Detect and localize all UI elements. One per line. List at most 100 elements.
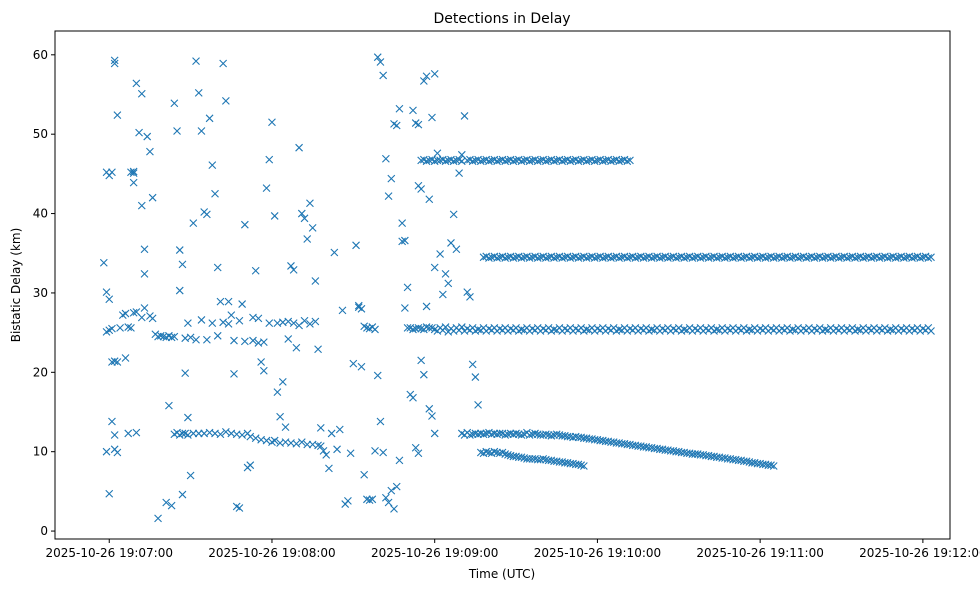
detection-point <box>230 336 238 345</box>
detection-point <box>327 429 336 438</box>
detection-point <box>121 354 130 362</box>
detection-point <box>417 356 426 365</box>
detection-point <box>891 254 900 262</box>
detection-point <box>639 254 648 262</box>
detection-point <box>116 323 124 332</box>
detection-point <box>745 325 754 334</box>
detection-point <box>213 331 222 340</box>
detection-point <box>110 56 119 65</box>
detection-point <box>249 313 257 322</box>
detection-point <box>672 254 680 262</box>
detection-point <box>590 157 599 166</box>
detection-point <box>582 254 591 262</box>
detection-point <box>262 184 271 193</box>
detection-point <box>558 254 567 262</box>
detection-point <box>927 327 935 335</box>
detection-point <box>306 199 314 208</box>
detection-point <box>821 325 830 334</box>
detection-point <box>221 96 230 105</box>
detection-point <box>509 157 518 166</box>
detection-point <box>221 427 230 436</box>
detection-point <box>156 331 165 340</box>
detection-point <box>428 113 436 122</box>
detection-point <box>254 339 263 347</box>
detection-point <box>810 254 819 262</box>
detection-point <box>110 357 119 366</box>
detection-point <box>102 447 111 456</box>
detection-point <box>316 442 325 451</box>
x-tick-label: 2025-10-26 19:11:00 <box>696 546 823 560</box>
detection-point <box>319 447 328 455</box>
detection-point <box>753 254 762 262</box>
detection-point <box>455 169 463 177</box>
detection-point <box>129 167 138 176</box>
x-axis: 2025-10-26 19:07:00 2025-10-26 19:08:00 20… <box>46 539 980 560</box>
y-tick-label: 60 <box>33 48 48 62</box>
detection-point <box>558 157 567 166</box>
y-tick-label: 10 <box>33 445 48 459</box>
detection-point <box>292 343 301 352</box>
detection-point <box>883 254 892 262</box>
detection-point <box>552 430 561 439</box>
detection-point <box>311 277 320 285</box>
detection-point <box>211 189 219 198</box>
detection-point <box>284 335 293 343</box>
detection-point <box>265 155 274 164</box>
detection-point <box>216 297 225 306</box>
detection-point <box>148 193 157 202</box>
detection-point <box>908 254 916 262</box>
detection-point <box>178 260 187 269</box>
detection-point <box>192 335 200 344</box>
detection-point <box>300 214 309 223</box>
detection-point <box>330 248 339 257</box>
detection-point <box>249 336 257 345</box>
detection-point <box>430 429 439 438</box>
detection-point <box>834 254 843 262</box>
detection-point <box>417 185 426 193</box>
detection-point <box>777 254 786 262</box>
detection-point <box>886 325 895 334</box>
detection-point <box>265 319 274 327</box>
detection-point <box>468 360 477 369</box>
detection-point <box>392 121 401 130</box>
detection-point <box>769 462 778 470</box>
y-tick-label: 50 <box>33 127 48 141</box>
detection-point <box>395 104 404 113</box>
detection-point <box>197 127 206 135</box>
detection-point <box>509 254 518 262</box>
detection-point <box>262 436 271 445</box>
detection-point <box>276 412 284 421</box>
detection-point <box>900 254 908 262</box>
detection-point <box>501 157 510 166</box>
detection-point <box>542 430 550 439</box>
detection-point <box>598 254 607 262</box>
detection-point <box>135 128 143 137</box>
detection-point <box>501 450 510 458</box>
detection-point <box>208 161 217 170</box>
detection-point <box>436 250 445 258</box>
detection-point <box>428 412 436 420</box>
detection-point <box>213 263 222 272</box>
detection-point <box>192 57 200 66</box>
x-tick-label: 2025-10-26 19:10:00 <box>534 546 661 560</box>
detection-point <box>422 72 431 81</box>
detection-point <box>471 373 480 381</box>
detection-point <box>289 319 298 327</box>
detection-point <box>202 335 211 344</box>
detection-point <box>542 157 550 166</box>
detection-point <box>132 428 141 437</box>
detection-point <box>175 286 184 295</box>
detection-point <box>178 490 187 499</box>
detection-point <box>303 235 312 243</box>
detection-point <box>853 325 862 334</box>
detection-point <box>146 147 154 156</box>
detection-markers <box>99 53 935 523</box>
detection-point <box>140 304 149 312</box>
detection-point <box>167 501 176 510</box>
detection-point <box>512 429 520 438</box>
detection-point <box>574 254 583 262</box>
detection-point <box>173 127 181 135</box>
detection-point <box>219 318 228 327</box>
detection-point <box>113 448 122 457</box>
